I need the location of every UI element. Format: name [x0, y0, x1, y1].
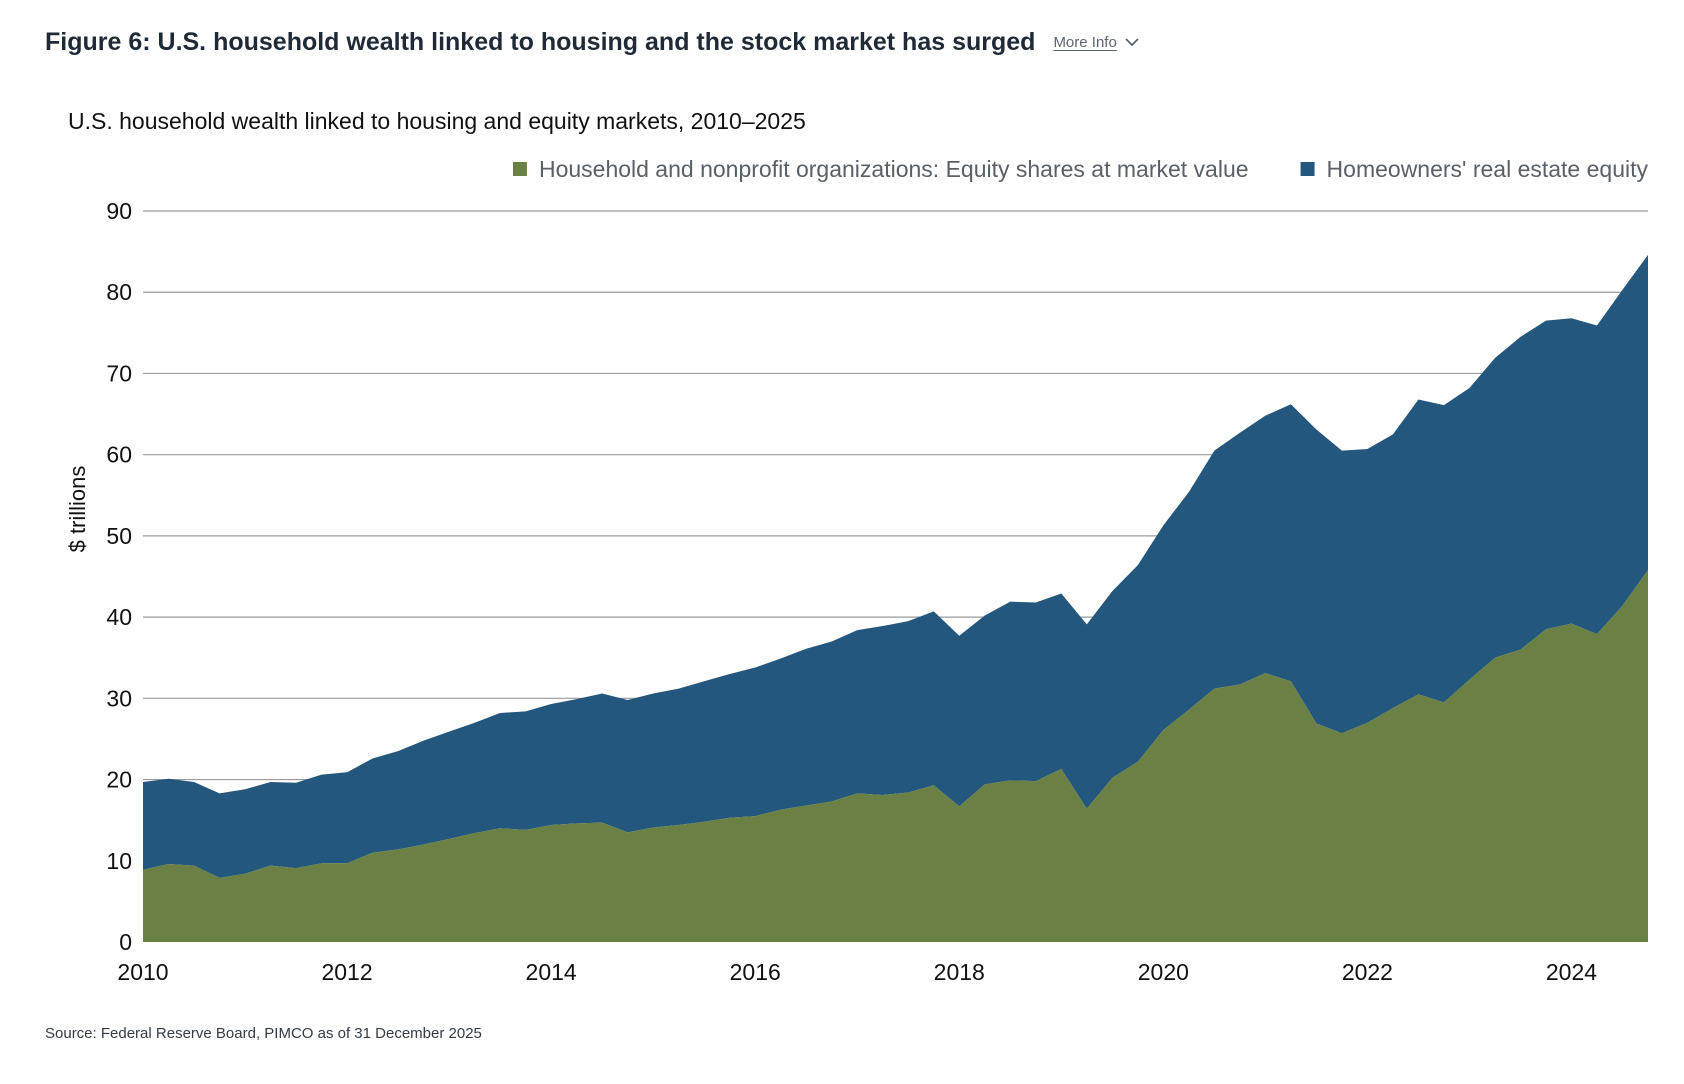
y-tick-label: 20 — [106, 767, 132, 793]
x-tick-label: 2010 — [117, 959, 168, 985]
chart-title: U.S. household wealth linked to housing … — [68, 108, 806, 134]
y-tick-label: 10 — [106, 848, 132, 874]
source-note: Source: Federal Reserve Board, PIMCO as … — [45, 1025, 482, 1042]
figure-title: Figure 6: U.S. household wealth linked t… — [45, 28, 1036, 56]
y-tick-label: 50 — [106, 523, 132, 549]
legend-swatch — [512, 162, 527, 176]
x-tick-label: 2020 — [1138, 959, 1189, 985]
legend-swatch — [1300, 162, 1315, 176]
more-info-label: More Info — [1053, 34, 1117, 51]
y-tick-label: 30 — [106, 685, 132, 711]
chevron-down-icon — [1125, 38, 1139, 47]
x-axis: 2010 2012 2014 2016 2018 2020 2022 2024 — [117, 959, 1597, 985]
y-tick-label: 80 — [106, 279, 132, 305]
area-chart: U.S. household wealth linked to housing … — [65, 108, 1649, 985]
x-tick-label: 2012 — [321, 959, 372, 985]
x-tick-label: 2024 — [1546, 959, 1597, 985]
y-tick-label: 40 — [106, 604, 132, 630]
y-axis-label: $ trillions — [65, 466, 90, 553]
legend-label: Household and nonprofit organizations: E… — [539, 156, 1249, 182]
legend-label: Homeowners' real estate equity — [1327, 156, 1649, 182]
x-tick-label: 2014 — [526, 959, 577, 985]
y-tick-label: 0 — [119, 929, 132, 955]
chart-legend: Homeowners' real estate equity Household … — [512, 156, 1649, 182]
series-area-homeowners-equity — [143, 254, 1648, 878]
series-area-equity-shares — [143, 570, 1648, 942]
y-tick-label: 90 — [106, 198, 132, 224]
area-series — [143, 254, 1648, 942]
more-info-button[interactable]: More Info — [1053, 34, 1139, 51]
x-tick-label: 2016 — [730, 959, 781, 985]
figure-header: Figure 6: U.S. household wealth linked t… — [45, 28, 1139, 57]
x-tick-label: 2022 — [1342, 959, 1393, 985]
x-tick-label: 2018 — [934, 959, 985, 985]
y-axis: 0 10 20 30 40 50 60 70 80 90 — [106, 198, 132, 955]
y-tick-label: 60 — [106, 442, 132, 468]
y-tick-label: 70 — [106, 360, 132, 386]
